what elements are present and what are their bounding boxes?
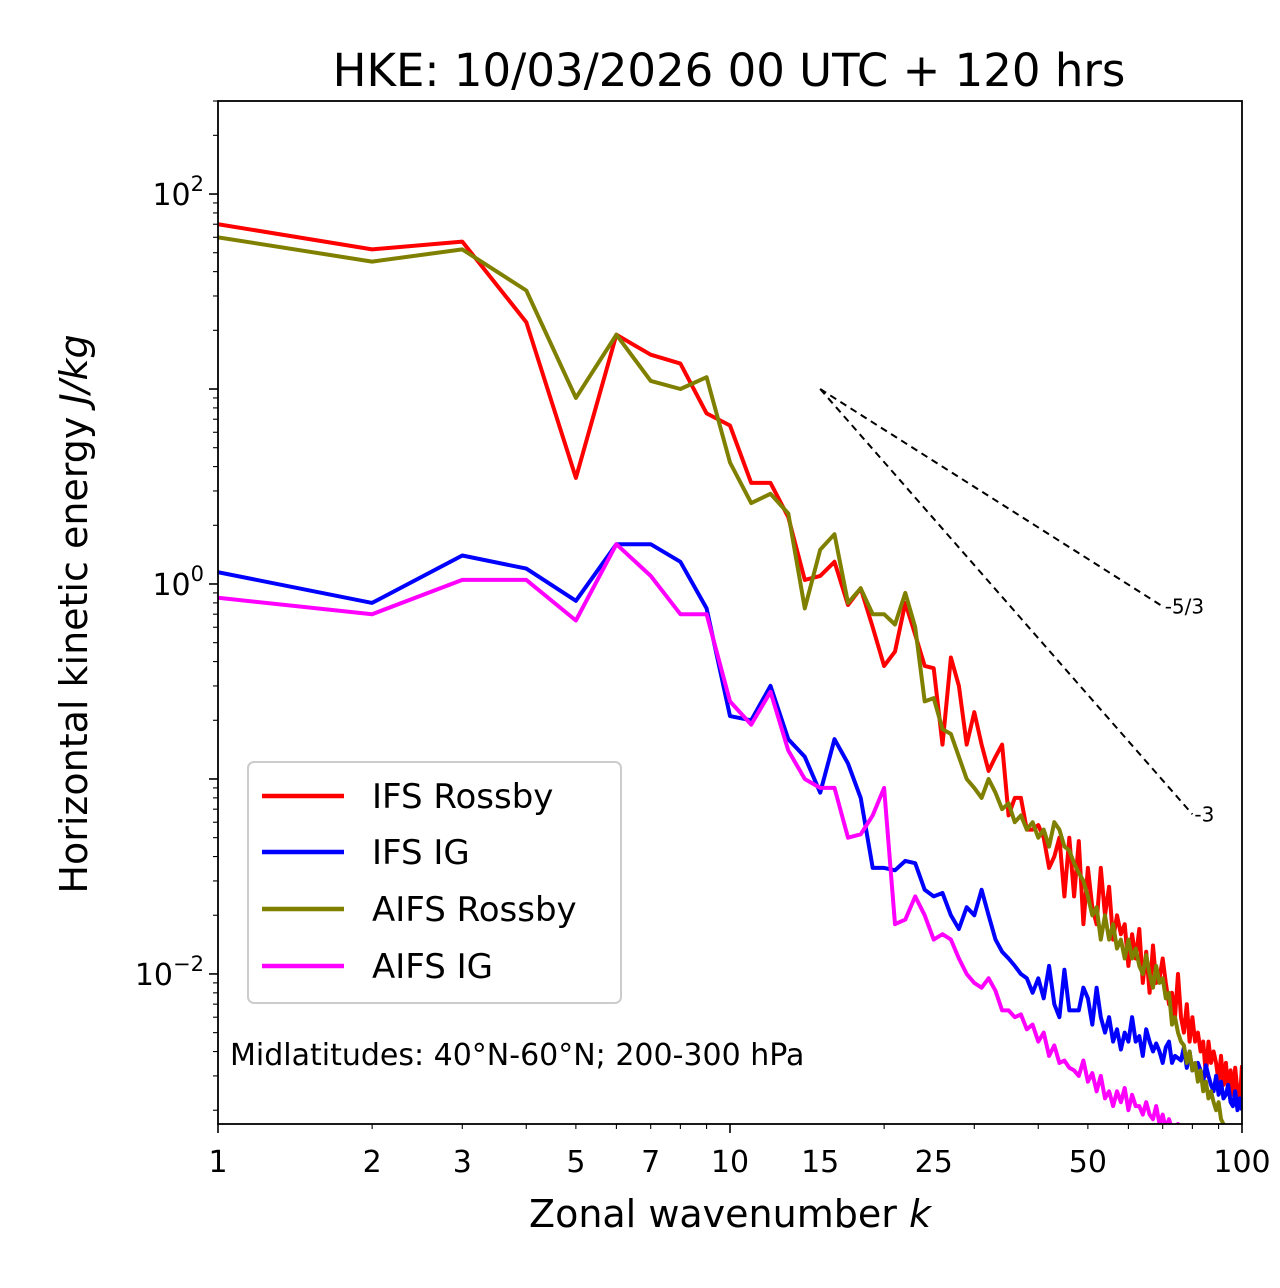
y-tick-label: 102 xyxy=(152,172,204,213)
legend-box xyxy=(247,761,622,1004)
y-tick-label: 100 xyxy=(152,562,204,603)
x-tick-label: 10 xyxy=(711,1145,749,1180)
chart-title: HKE: 10/03/2026 00 UTC + 120 hrs xyxy=(333,44,1126,97)
x-tick-label: 5 xyxy=(566,1145,585,1180)
legend-label-aifs-rossby: AIFS Rossby xyxy=(372,890,577,930)
series-line-aifs-ig xyxy=(218,542,1181,1124)
slope-label-1: -3 xyxy=(1194,802,1214,826)
x-tick-label: 50 xyxy=(1069,1145,1107,1180)
x-tick-label: 15 xyxy=(801,1145,839,1180)
x-tick-label: 100 xyxy=(1213,1145,1270,1180)
x-axis-ticks: 1 2 3 5 7 10 15 25 50 100 xyxy=(208,1124,1271,1180)
x-tick-label: 7 xyxy=(641,1145,660,1180)
x-axis-title: Zonal wavenumber k xyxy=(529,1192,933,1236)
slope-line-0 xyxy=(819,388,1164,608)
y-tick-label: 10−2 xyxy=(135,952,204,993)
x-tick-label: 1 xyxy=(208,1145,227,1180)
series-line-aifs-rossby xyxy=(218,235,1226,1124)
legend: IFS Rossby IFS IG AIFS Rossby AIFS IG xyxy=(247,761,622,1004)
series-lines xyxy=(218,222,1242,1124)
x-tick-label: 3 xyxy=(453,1145,472,1180)
y-axis-ticks: 102 100 10−2 xyxy=(135,100,218,1111)
slope-line-1 xyxy=(819,388,1194,815)
slope-label-0: -5/3 xyxy=(1165,594,1204,618)
region-annotation: Midlatitudes: 40°N-60°N; 200-300 hPa xyxy=(230,1038,804,1073)
x-tick-label: 25 xyxy=(915,1145,953,1180)
reference-slope-lines xyxy=(819,388,1194,815)
y-axis-title: Horizontal kinetic energy J/kg xyxy=(52,334,96,893)
legend-label-ifs-ig: IFS IG xyxy=(372,833,470,873)
legend-label-aifs-ig: AIFS IG xyxy=(372,947,493,987)
x-tick-label: 2 xyxy=(363,1145,382,1180)
reference-slope-labels: -5/3 -3 xyxy=(1165,594,1215,826)
legend-label-ifs-rossby: IFS Rossby xyxy=(372,777,553,817)
plot-frame xyxy=(217,100,1243,1125)
